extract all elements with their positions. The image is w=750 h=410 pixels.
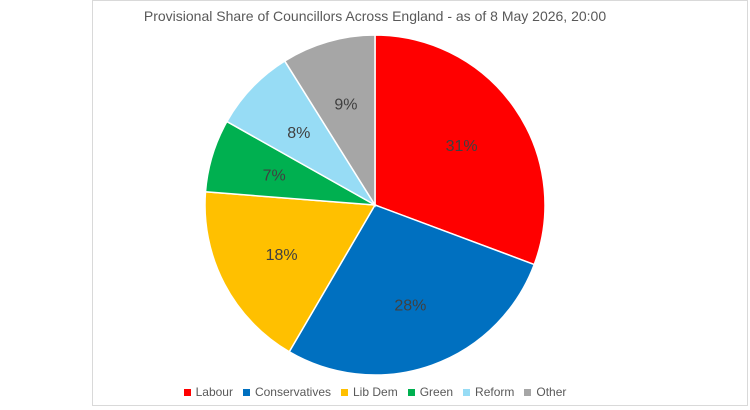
legend-swatch [524,388,532,396]
data-label-labour: 31% [446,138,478,155]
legend-item-other: Other [524,385,566,399]
legend-item-labour: Labour [183,385,233,399]
data-label-reform: 8% [287,125,310,142]
legend-item-reform: Reform [463,385,514,399]
chart-title: Provisional Share of Councillors Across … [143,8,607,24]
pie-slice-lib-dem [204,190,377,353]
legend-label: Labour [195,385,233,399]
pie-slice-other [283,34,376,208]
legend-label: Conservatives [254,385,331,399]
data-label-lib-dem: 18% [266,247,298,264]
pie-slice-labour [374,34,546,266]
data-label-conservatives: 28% [394,297,426,314]
legend-swatch [407,388,415,396]
data-label-other: 9% [334,97,357,114]
legend-swatch [341,388,348,396]
legend-item-green: Green [407,385,454,399]
data-label-green: 7% [263,167,286,184]
legend-label: Other [536,385,567,399]
legend-item-lib-dem: Lib Dem [341,385,398,399]
chart-legend: Labour Conservatives Lib Dem Green Reform Oth… [0,385,750,399]
legend-label: Green [419,385,454,399]
legend-swatch [463,388,471,396]
legend-label: Lib Dem [353,385,398,399]
legend-swatch [242,388,250,396]
legend-swatch [183,388,191,396]
legend-label: Reform [475,385,515,399]
legend-item-conservatives: Conservatives [242,385,331,399]
